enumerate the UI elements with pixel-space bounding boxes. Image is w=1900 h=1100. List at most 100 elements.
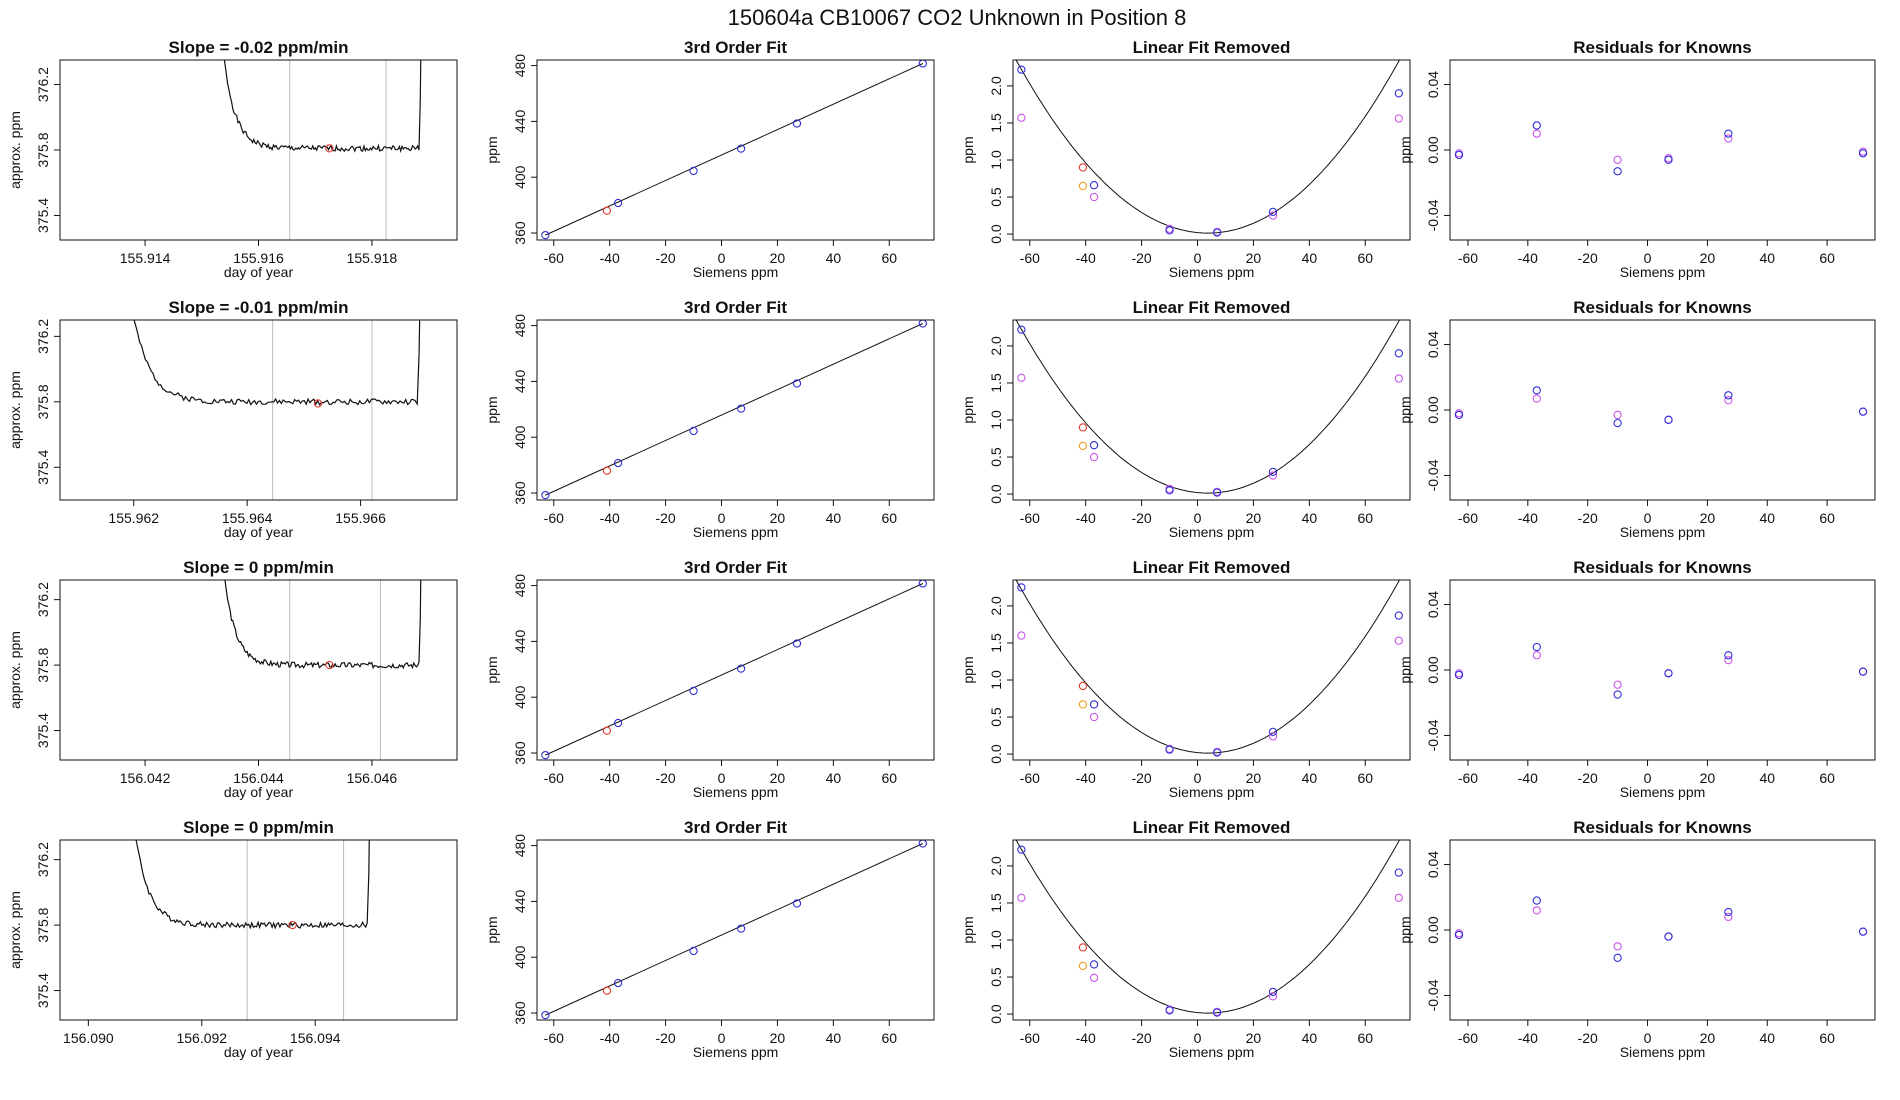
plot-frame xyxy=(1012,319,1411,501)
mean-marker-point xyxy=(288,920,297,930)
y-tick-label: 360 xyxy=(512,481,528,505)
x-tick-label: 40 xyxy=(1759,770,1775,786)
magenta-point xyxy=(1724,656,1733,665)
panel-r3-c0: Slope = 0 ppm/min 156.090 156.092 156.094 37… xyxy=(7,818,458,1060)
data-layer xyxy=(541,60,927,240)
x-tick-label: 0 xyxy=(1644,1030,1652,1046)
x-tick-label: 156.046 xyxy=(347,770,398,786)
blue-point xyxy=(1089,960,1099,969)
data-layer xyxy=(224,580,422,760)
x-tick-label: 156.090 xyxy=(63,1030,114,1046)
red-point xyxy=(1078,943,1088,952)
y-tick-label: 360 xyxy=(512,221,528,245)
blue-point xyxy=(1532,642,1541,652)
blue-point xyxy=(1664,415,1673,424)
panel-r0-c2: Linear Fit Removed -60 -40 -20 0 20 40 60 0.0 0.5… xyxy=(960,38,1411,280)
x-axis-label: day of year xyxy=(224,1044,294,1060)
y-tick-label: 1.0 xyxy=(988,670,1004,690)
x-tick-label: -40 xyxy=(1518,770,1538,786)
plot-frame xyxy=(59,59,458,241)
data-layer xyxy=(541,320,927,500)
x-axis-label: Siemens ppm xyxy=(1169,1044,1255,1060)
x-axis-label: Siemens ppm xyxy=(693,784,779,800)
panel-r0-c1: 3rd Order Fit -60 -40 -20 0 20 40 60 360 400 440 48… xyxy=(484,38,935,280)
y-tick-label: 480 xyxy=(512,834,528,858)
x-tick-label: -20 xyxy=(1578,770,1598,786)
data-layer xyxy=(541,580,927,760)
x-tick-label: 0 xyxy=(1194,770,1202,786)
plot-frame xyxy=(1449,319,1876,501)
panel-r2-c2: Linear Fit Removed -60 -40 -20 0 20 40 60 0.0 0.5… xyxy=(960,558,1411,800)
data-layer xyxy=(1015,840,1403,1017)
x-tick-label: 155.918 xyxy=(347,250,398,266)
blue-point xyxy=(1532,896,1541,905)
y-tick-label: -0.04 xyxy=(1425,199,1441,231)
y-tick-label: 400 xyxy=(512,945,528,969)
y-axis-label: ppm xyxy=(1397,136,1413,163)
blue-point xyxy=(689,946,698,956)
orange-point xyxy=(1078,441,1088,451)
x-tick-label: 20 xyxy=(770,770,786,786)
y-axis-label: ppm xyxy=(484,136,500,163)
data-layer xyxy=(133,320,421,500)
blue-point xyxy=(613,458,623,468)
panel-r3-c1: 3rd Order Fit -60 -40 -20 0 20 40 60 360 400 440 48… xyxy=(484,818,935,1060)
mean-marker-point xyxy=(313,399,323,408)
blue-point xyxy=(792,899,802,908)
y-tick-label: 375.8 xyxy=(35,647,51,682)
orange-point xyxy=(1078,961,1088,971)
blue-point xyxy=(1089,700,1099,709)
x-tick-label: -60 xyxy=(1020,250,1040,266)
magenta-point xyxy=(1017,373,1026,382)
blue-point xyxy=(1858,667,1868,676)
x-tick-label: -40 xyxy=(1076,510,1096,526)
y-tick-label: 2.0 xyxy=(988,76,1004,96)
blue-point xyxy=(792,119,802,128)
y-tick-label: 375.8 xyxy=(35,384,51,419)
x-axis-label: day of year xyxy=(224,524,294,540)
magenta-point xyxy=(1532,651,1541,660)
y-tick-label: 0.5 xyxy=(988,967,1004,987)
panel-title: Slope = -0.01 ppm/min xyxy=(169,298,349,317)
x-tick-label: -20 xyxy=(655,250,675,266)
x-tick-label: -20 xyxy=(1131,250,1151,266)
x-tick-label: -40 xyxy=(1518,250,1538,266)
data-layer xyxy=(135,840,370,1020)
y-tick-label: 0.04 xyxy=(1425,71,1441,98)
blue-point xyxy=(1268,467,1278,477)
panel-r2-c3: Residuals for Knowns -60 -40 -20 0 20 40 60 -0.0… xyxy=(1397,558,1876,800)
magenta-point xyxy=(1017,113,1026,122)
x-tick-label: 20 xyxy=(770,510,786,526)
y-tick-label: 376.2 xyxy=(35,582,51,617)
x-tick-label: 155.914 xyxy=(120,250,171,266)
data-layer xyxy=(1454,386,1868,428)
blue-point xyxy=(613,198,623,208)
x-tick-label: -40 xyxy=(600,770,620,786)
blue-point xyxy=(1017,65,1026,74)
x-tick-label: 20 xyxy=(1246,1030,1262,1046)
x-tick-label: 155.966 xyxy=(335,510,386,526)
x-tick-label: -60 xyxy=(544,250,564,266)
blue-point xyxy=(1212,228,1222,237)
blue-point xyxy=(1017,845,1026,854)
fit-line xyxy=(545,323,924,496)
x-tick-label: 155.916 xyxy=(233,250,284,266)
magenta-point xyxy=(1268,732,1278,741)
x-tick-label: -40 xyxy=(600,250,620,266)
y-axis-label: ppm xyxy=(1397,396,1413,423)
x-tick-label: 0 xyxy=(718,770,726,786)
magenta-point xyxy=(1724,912,1733,922)
y-tick-label: 0.0 xyxy=(988,224,1004,244)
blue-point xyxy=(1394,89,1403,98)
panel-title: 3rd Order Fit xyxy=(684,38,787,57)
x-tick-label: 20 xyxy=(1246,770,1262,786)
x-axis-label: Siemens ppm xyxy=(1620,524,1706,540)
blue-point xyxy=(1532,121,1541,130)
y-tick-label: -0.04 xyxy=(1425,979,1441,1011)
plot-frame xyxy=(1449,839,1876,1021)
x-tick-label: 40 xyxy=(1759,250,1775,266)
panel-r0-c0: Slope = -0.02 ppm/min 155.914 155.916 155.9… xyxy=(7,38,458,280)
y-tick-label: 400 xyxy=(512,165,528,189)
blue-point xyxy=(1394,868,1403,877)
